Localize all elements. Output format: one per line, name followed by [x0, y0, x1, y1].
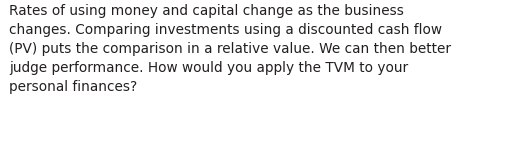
- Text: Rates of using money and capital change as the business
changes. Comparing inves: Rates of using money and capital change …: [9, 4, 451, 94]
